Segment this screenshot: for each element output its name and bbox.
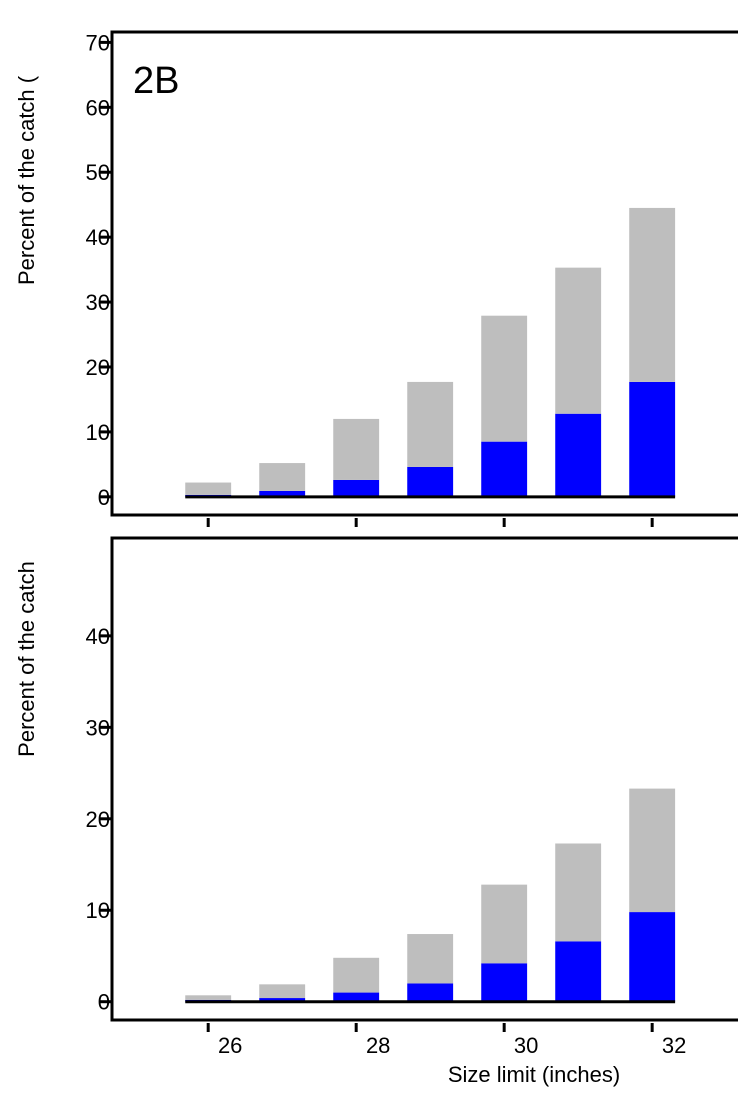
bar-segment — [185, 482, 232, 495]
bar-segment — [555, 843, 602, 942]
bar-segment — [481, 963, 528, 1002]
bar-segment — [629, 912, 676, 1002]
bar-segment — [407, 381, 454, 467]
bar-segment — [185, 995, 232, 1000]
bar-segment — [259, 463, 306, 491]
bar-segment — [629, 381, 676, 497]
bar-segment — [259, 998, 306, 1002]
bar-segment — [333, 479, 380, 497]
bar-segment — [407, 934, 454, 984]
y-axis-title: Percent of the catch — [14, 561, 39, 757]
bar-segment — [407, 983, 454, 1002]
bar-segment — [555, 941, 602, 1002]
bar-segment — [481, 884, 528, 964]
bar-segment — [259, 490, 306, 497]
bar-segment — [481, 441, 528, 497]
bar-segment — [629, 207, 676, 382]
bar-segment — [629, 788, 676, 913]
x-tick-label: 32 — [662, 1033, 686, 1058]
bar-segment — [259, 984, 306, 999]
y-axis-title: Percent of the catch ( — [14, 75, 39, 285]
x-tick-label: 30 — [514, 1033, 538, 1058]
bar-segment — [333, 957, 380, 993]
bar-segment — [481, 315, 528, 442]
bar-segment — [333, 992, 380, 1002]
x-axis-title: Size limit (inches) — [448, 1062, 620, 1087]
panel-label: 2B — [133, 60, 179, 102]
bar-segment — [555, 267, 602, 414]
x-tick-label: 28 — [366, 1033, 390, 1058]
bar-segment — [333, 418, 380, 480]
bar-segment — [555, 413, 602, 497]
bar-segment — [407, 466, 454, 497]
x-tick-label: 26 — [218, 1033, 242, 1058]
